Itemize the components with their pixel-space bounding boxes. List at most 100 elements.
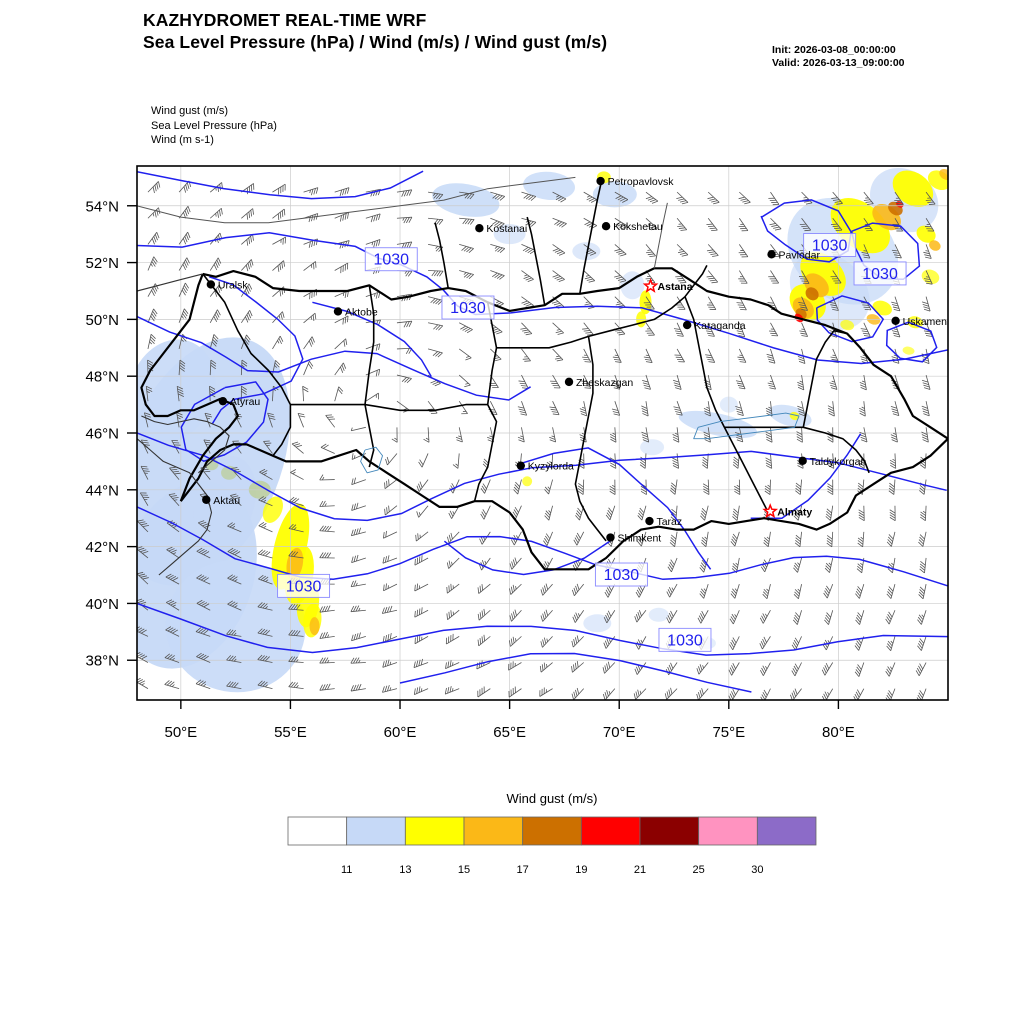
wind-barb bbox=[272, 183, 286, 195]
wind-barb bbox=[196, 652, 211, 663]
wind-barb bbox=[165, 573, 180, 585]
wind-barb bbox=[209, 207, 223, 219]
wind-barb bbox=[257, 549, 273, 559]
city-marker[interactable]: Almaty bbox=[762, 503, 812, 518]
wind-barb bbox=[351, 554, 366, 564]
city-marker[interactable]: Uralsk bbox=[206, 279, 249, 291]
wind-barb bbox=[263, 440, 273, 454]
city-marker[interactable]: Uskamen bbox=[891, 316, 947, 328]
wind-barb bbox=[480, 479, 491, 494]
city-marker[interactable]: Aktau bbox=[202, 495, 240, 507]
variable-line-wind: Wind (m s-1) bbox=[151, 134, 214, 146]
colorbar-swatch[interactable] bbox=[346, 816, 406, 846]
colorbar-swatch[interactable] bbox=[404, 816, 465, 846]
wind-barb bbox=[477, 583, 491, 594]
wind-barb bbox=[444, 686, 460, 695]
colorbar[interactable] bbox=[287, 816, 817, 846]
city-marker[interactable]: Petropavlovsk bbox=[596, 176, 674, 188]
wind-barb bbox=[798, 296, 808, 311]
city-marker[interactable]: Kokshetau bbox=[601, 221, 663, 233]
colorbar-swatch[interactable] bbox=[580, 816, 641, 846]
wind-barb bbox=[827, 479, 834, 495]
wind-barb bbox=[707, 191, 720, 205]
wind-barb bbox=[890, 427, 898, 443]
wind-barb bbox=[735, 401, 744, 417]
wind-barb bbox=[552, 217, 567, 228]
map-boundary bbox=[137, 176, 576, 224]
isobar-contour bbox=[850, 222, 921, 281]
wind-barb bbox=[288, 550, 304, 559]
x-tick-label: 60°E bbox=[384, 724, 417, 741]
city-label: Karaganda bbox=[694, 320, 746, 332]
wind-barb bbox=[325, 414, 336, 428]
wind-barb bbox=[801, 191, 813, 205]
city-marker[interactable]: Shimkent bbox=[606, 533, 661, 545]
wind-barb bbox=[639, 453, 647, 469]
map-boundary bbox=[364, 285, 375, 405]
gust-shading-region bbox=[840, 319, 855, 331]
variable-list: Wind gust (m/s) Sea Level Pressure (hPa)… bbox=[151, 104, 277, 148]
wind-barb bbox=[796, 427, 803, 443]
colorbar-tick-label: 13 bbox=[399, 864, 411, 876]
wind-barb bbox=[164, 680, 180, 690]
wind-barb bbox=[583, 270, 596, 283]
wind-barb bbox=[552, 244, 566, 256]
wind-barb bbox=[917, 636, 927, 651]
wind-barb bbox=[226, 655, 242, 663]
x-tick-label: 50°E bbox=[164, 724, 197, 741]
wind-barb bbox=[241, 208, 254, 220]
map-boundary bbox=[179, 437, 948, 571]
colorbar-swatch[interactable] bbox=[756, 816, 817, 846]
wind-barb bbox=[821, 662, 834, 676]
isobar-label: 1030 bbox=[853, 261, 907, 286]
wind-barb bbox=[319, 474, 335, 481]
wind-barb bbox=[793, 505, 802, 521]
valid-time-label: Valid: 2026-03-13_09:00:00 bbox=[772, 57, 905, 69]
city-marker[interactable]: Karaganda bbox=[682, 320, 746, 332]
wind-barb bbox=[508, 636, 522, 647]
city-marker[interactable]: Taraz bbox=[645, 516, 682, 528]
city-marker[interactable]: Kostanai bbox=[475, 223, 527, 235]
wind-barb bbox=[738, 270, 748, 284]
city-marker[interactable]: Astana bbox=[642, 277, 693, 293]
wind-barb bbox=[583, 217, 597, 229]
colorbar-swatch[interactable] bbox=[639, 816, 700, 846]
wind-barb bbox=[396, 320, 413, 328]
colorbar-swatch[interactable] bbox=[287, 816, 348, 846]
wind-barb bbox=[795, 479, 802, 495]
city-marker[interactable]: Zheskazgan bbox=[564, 377, 634, 389]
gust-shading-region bbox=[583, 614, 612, 633]
wind-barb bbox=[892, 322, 901, 338]
wind-barb bbox=[459, 244, 474, 253]
wind-barb bbox=[350, 580, 366, 588]
city-marker[interactable]: Taldykorgan bbox=[798, 456, 866, 468]
city-marker[interactable]: Pavlodar bbox=[767, 249, 820, 261]
wind-barb bbox=[539, 662, 553, 673]
map-boundary bbox=[140, 273, 239, 502]
wind-barb bbox=[209, 359, 217, 376]
svg-text:1030: 1030 bbox=[604, 567, 640, 584]
variable-line-wind-gust: Wind gust (m/s) bbox=[151, 105, 229, 117]
wind-barb bbox=[521, 244, 536, 255]
wind-barb bbox=[350, 657, 366, 664]
city-dot-icon bbox=[645, 516, 654, 526]
city-marker[interactable]: Atyrau bbox=[218, 396, 261, 408]
wind-barb bbox=[706, 296, 717, 310]
city-label: Taraz bbox=[656, 516, 682, 528]
colorbar-swatch[interactable] bbox=[522, 816, 582, 846]
wind-barb bbox=[385, 453, 398, 466]
city-label: Kostanai bbox=[486, 223, 527, 235]
gust-shading-region bbox=[648, 607, 669, 622]
city-marker[interactable]: Kyzylorda bbox=[516, 461, 574, 473]
gust-shading-region bbox=[522, 476, 533, 487]
wind-barb bbox=[793, 584, 802, 600]
wind-barb bbox=[765, 401, 773, 417]
wind-barb bbox=[827, 401, 835, 417]
wind-barb bbox=[288, 523, 304, 533]
x-tick-label: 80°E bbox=[822, 724, 855, 741]
colorbar-swatch[interactable] bbox=[698, 816, 758, 846]
wind-barb bbox=[423, 427, 430, 443]
city-marker[interactable]: Aktobe bbox=[333, 306, 378, 318]
wind-barb bbox=[700, 505, 709, 521]
colorbar-swatch[interactable] bbox=[463, 816, 524, 846]
